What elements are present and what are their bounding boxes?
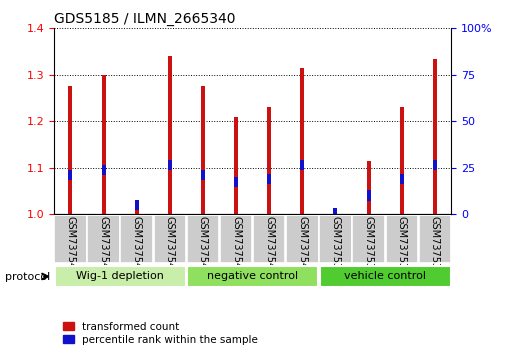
Bar — [121, 215, 153, 263]
Bar — [400, 174, 404, 184]
Text: GDS5185 / ILMN_2665340: GDS5185 / ILMN_2665340 — [54, 12, 235, 26]
Bar — [385, 215, 418, 263]
Bar — [234, 116, 238, 214]
Bar — [267, 107, 271, 214]
Bar — [300, 160, 304, 171]
Text: GSM737539: GSM737539 — [430, 216, 440, 276]
Bar — [135, 200, 139, 214]
Bar — [201, 170, 205, 180]
Bar — [102, 75, 106, 214]
Bar — [319, 215, 352, 263]
Bar — [253, 215, 285, 263]
Bar — [168, 56, 172, 214]
Bar — [187, 266, 318, 287]
Bar — [352, 215, 385, 263]
Bar — [168, 160, 172, 171]
Text: GSM737543: GSM737543 — [165, 216, 175, 276]
Text: GSM737545: GSM737545 — [231, 216, 241, 276]
Bar — [419, 215, 451, 263]
Text: protocol: protocol — [5, 272, 50, 282]
Text: vehicle control: vehicle control — [344, 272, 426, 281]
Bar — [54, 215, 87, 263]
Bar — [68, 86, 72, 214]
Text: GSM737547: GSM737547 — [298, 216, 307, 276]
Text: GSM737536: GSM737536 — [330, 216, 341, 276]
Legend: transformed count, percentile rank within the sample: transformed count, percentile rank withi… — [59, 317, 262, 349]
Text: GSM737542: GSM737542 — [132, 216, 142, 276]
Bar — [367, 161, 370, 214]
Bar — [320, 266, 451, 287]
Bar — [333, 212, 338, 214]
Bar — [201, 86, 205, 214]
Bar — [153, 215, 186, 263]
Text: GSM737540: GSM737540 — [66, 216, 75, 276]
Text: GSM737538: GSM737538 — [397, 216, 407, 276]
Text: negative control: negative control — [207, 272, 298, 281]
Bar — [54, 266, 186, 287]
Bar — [367, 190, 370, 201]
Text: GSM737537: GSM737537 — [364, 216, 373, 276]
Text: GSM737546: GSM737546 — [264, 216, 274, 276]
Bar — [400, 107, 404, 214]
Bar — [300, 68, 304, 214]
Bar — [234, 177, 238, 187]
Bar — [333, 208, 338, 218]
Text: GSM737544: GSM737544 — [198, 216, 208, 276]
Bar — [87, 215, 120, 263]
Bar — [135, 200, 139, 210]
Bar — [102, 165, 106, 175]
Text: GSM737541: GSM737541 — [98, 216, 109, 276]
Text: Wig-1 depletion: Wig-1 depletion — [76, 272, 164, 281]
Bar — [433, 160, 437, 171]
Bar — [68, 170, 72, 180]
Bar — [433, 58, 437, 214]
Bar — [220, 215, 252, 263]
Bar — [267, 174, 271, 184]
Bar — [286, 215, 319, 263]
Bar — [187, 215, 219, 263]
